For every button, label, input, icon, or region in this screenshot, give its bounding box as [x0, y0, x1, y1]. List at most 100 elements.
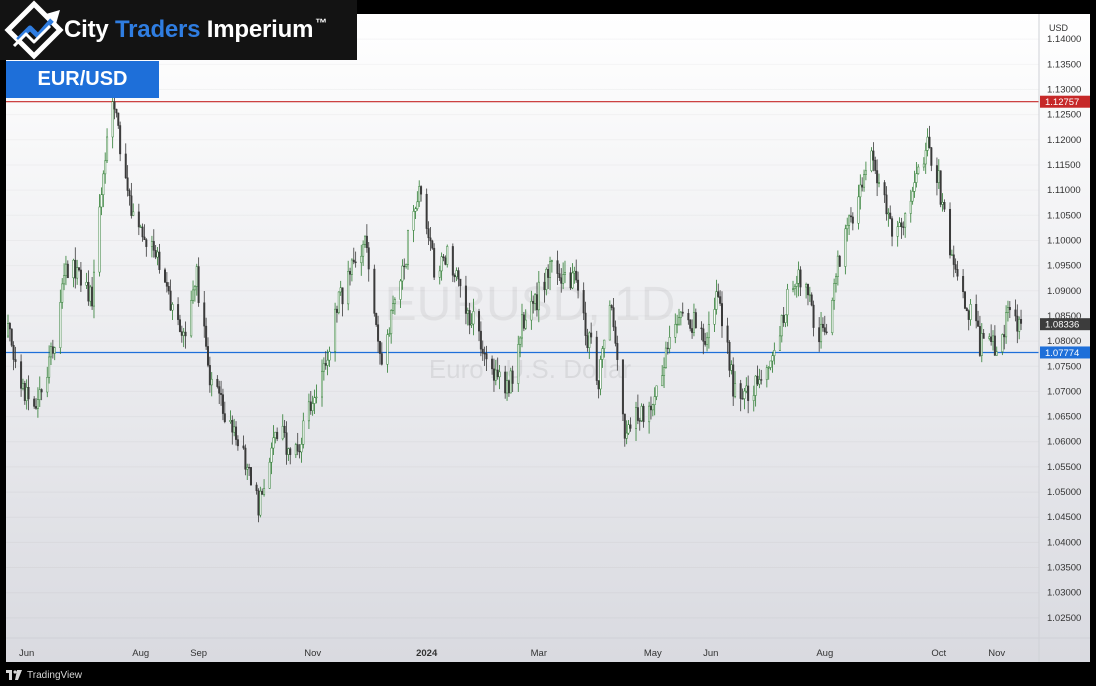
candle-body: [375, 313, 378, 325]
y-tick-label: 1.14000: [1047, 34, 1081, 45]
candle-body: [156, 251, 159, 258]
candle-body: [767, 367, 770, 369]
candle-body: [66, 263, 69, 279]
y-tick-label: 1.08500: [1047, 311, 1081, 322]
candle-body: [719, 296, 722, 304]
candle-body: [642, 405, 645, 423]
candle-body: [242, 445, 245, 449]
candle-body: [281, 425, 284, 440]
candle-body: [478, 311, 481, 332]
candle-body: [255, 484, 258, 492]
candle-body: [249, 467, 252, 486]
candle-body: [678, 317, 681, 325]
candle-body: [648, 405, 651, 423]
candle-body: [835, 276, 838, 284]
resistance-level-tag-label: 1.12757: [1045, 97, 1079, 108]
candle-body: [676, 323, 679, 326]
candle-body: [511, 370, 514, 384]
candle-body: [49, 346, 52, 358]
y-tick-label: 1.13000: [1047, 84, 1081, 95]
candle-body: [132, 211, 135, 216]
candle-body: [203, 302, 206, 327]
candle-body: [339, 287, 342, 293]
candle-body: [350, 259, 353, 275]
candle-body: [952, 254, 955, 265]
candle-body: [861, 184, 864, 188]
candle-body: [390, 310, 393, 334]
symbol-badge: EUR/USD: [6, 61, 159, 98]
candle-body: [233, 426, 236, 433]
candle-body: [322, 363, 325, 372]
candle-body: [221, 394, 224, 414]
candle-body: [608, 305, 611, 341]
candle-body: [208, 365, 211, 386]
brand-name: City Traders Imperium ™: [64, 16, 327, 44]
candle-body: [20, 361, 23, 389]
candle-body: [765, 367, 768, 380]
candle-body: [694, 312, 697, 329]
candle-body: [833, 283, 836, 301]
candle-body: [653, 396, 656, 406]
candle-body: [517, 344, 520, 384]
candle-body: [549, 261, 552, 278]
candle-body: [935, 165, 938, 183]
tradingview-logo-icon: [6, 670, 22, 680]
candle-body: [621, 359, 624, 415]
candle-body: [205, 325, 208, 347]
candle-body: [1018, 318, 1021, 332]
candle-body: [702, 328, 705, 342]
candle-body: [481, 348, 484, 354]
candle-body: [627, 424, 630, 434]
resistance-level-tag: [1040, 95, 1090, 108]
candle-body: [780, 315, 783, 337]
candle-body: [745, 385, 748, 392]
candle-body: [276, 431, 279, 440]
candle-body: [143, 236, 146, 240]
candle-body: [76, 267, 79, 279]
candle-body: [864, 170, 867, 175]
candle-body: [302, 420, 305, 445]
candle-body: [584, 312, 587, 336]
candle-body: [63, 275, 66, 285]
time-scale[interactable]: Jun Aug Sep Nov 2024 Mar May Jun Aug Oct Nov: [19, 648, 1005, 659]
x-tick-label: Nov: [304, 648, 321, 659]
candle-body: [782, 315, 785, 323]
candle-body: [965, 308, 968, 312]
candle-body: [352, 259, 355, 263]
candle-body: [365, 235, 368, 248]
y-tick-label: 1.04500: [1047, 512, 1081, 523]
candle-body: [38, 389, 41, 400]
candle-body: [442, 256, 445, 259]
candle-body: [141, 226, 144, 238]
price-chart[interactable]: EURUSD, 1D Euro / U.S. Dollar USD 1.1400…: [6, 14, 1090, 662]
candle-body: [575, 270, 578, 281]
candle-body: [883, 182, 886, 196]
candle-body: [40, 389, 43, 393]
candle-body: [378, 341, 381, 354]
candle-body: [195, 266, 198, 287]
candle-body: [507, 380, 510, 394]
candle-body: [216, 378, 219, 387]
candle-body: [197, 266, 200, 303]
candle-body: [335, 308, 338, 313]
price-scale[interactable]: 1.14000 1.13500 1.13000 1.12500 1.12000 1.115…: [1047, 34, 1081, 624]
candle-body: [655, 385, 658, 397]
candle-body: [623, 413, 626, 439]
candle-body: [235, 426, 238, 440]
candle-body: [563, 272, 566, 275]
candle-body: [909, 200, 912, 214]
candle-body: [438, 270, 441, 278]
candle-body: [713, 309, 716, 325]
candle-body: [466, 310, 469, 314]
candle-body: [930, 147, 933, 166]
candle-body: [347, 271, 350, 305]
candle-body: [874, 159, 877, 171]
candle-body: [309, 401, 312, 411]
candle-body: [706, 337, 709, 345]
candle-body: [937, 170, 940, 183]
candle-body: [354, 261, 357, 264]
candle-body: [485, 353, 488, 360]
candle-body: [51, 346, 54, 354]
candle-body: [610, 305, 613, 308]
candle-body: [496, 369, 499, 378]
